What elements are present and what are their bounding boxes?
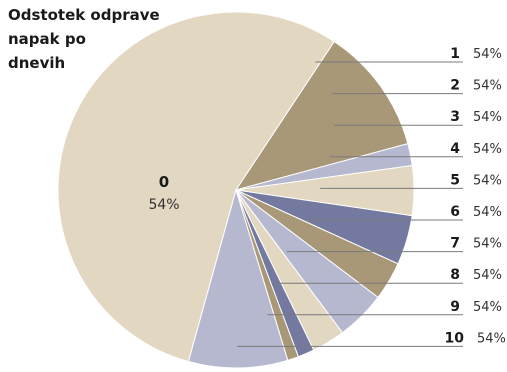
slice-label-6-value: 54%	[473, 205, 502, 220]
slice-label-7-value: 54%	[473, 237, 502, 252]
chart-title-line-2: napak po	[8, 30, 86, 48]
slice-label-5-value: 54%	[473, 173, 502, 188]
slice-label-8-category: 8	[450, 267, 460, 283]
slice-label-0-category: 0	[159, 173, 169, 191]
pie-slice-1	[234, 40, 409, 191]
slice-label-4-value: 54%	[473, 142, 502, 157]
slice-label-3-value: 54%	[473, 110, 502, 125]
slice-label-2-category: 2	[450, 78, 460, 94]
leader-lines	[237, 61, 463, 347]
slice-label-4-category: 4	[450, 141, 460, 157]
slice-labels: 0 54% 1 54% 2 54% 3 54% 4 54% 5 54% 6 54% 7 54% 8 54% 9 54%…	[148, 46, 505, 346]
chart-title-line-1: Odstotek odprave	[8, 6, 160, 24]
slice-label-9-value: 54%	[473, 300, 502, 315]
slice-label-3-category: 3	[450, 109, 460, 125]
pie-slice-0	[57, 11, 335, 363]
slice-label-1-value: 54%	[473, 47, 502, 62]
slice-label-0-value: 54%	[148, 197, 179, 213]
slice-label-10-value: 54%	[477, 331, 506, 346]
slice-label-1-category: 1	[450, 46, 460, 62]
slice-label-6-category: 6	[450, 204, 460, 220]
chart-title-line-3: dnevih	[8, 54, 65, 72]
slice-label-5-category: 5	[450, 172, 460, 188]
slice-label-7-category: 7	[450, 236, 460, 252]
slice-label-10-category: 10	[445, 330, 465, 346]
slice-label-2-value: 54%	[473, 79, 502, 94]
slice-label-9-category: 9	[450, 299, 460, 315]
pie-slice-10	[187, 188, 289, 369]
slice-label-8-value: 54%	[473, 268, 502, 283]
